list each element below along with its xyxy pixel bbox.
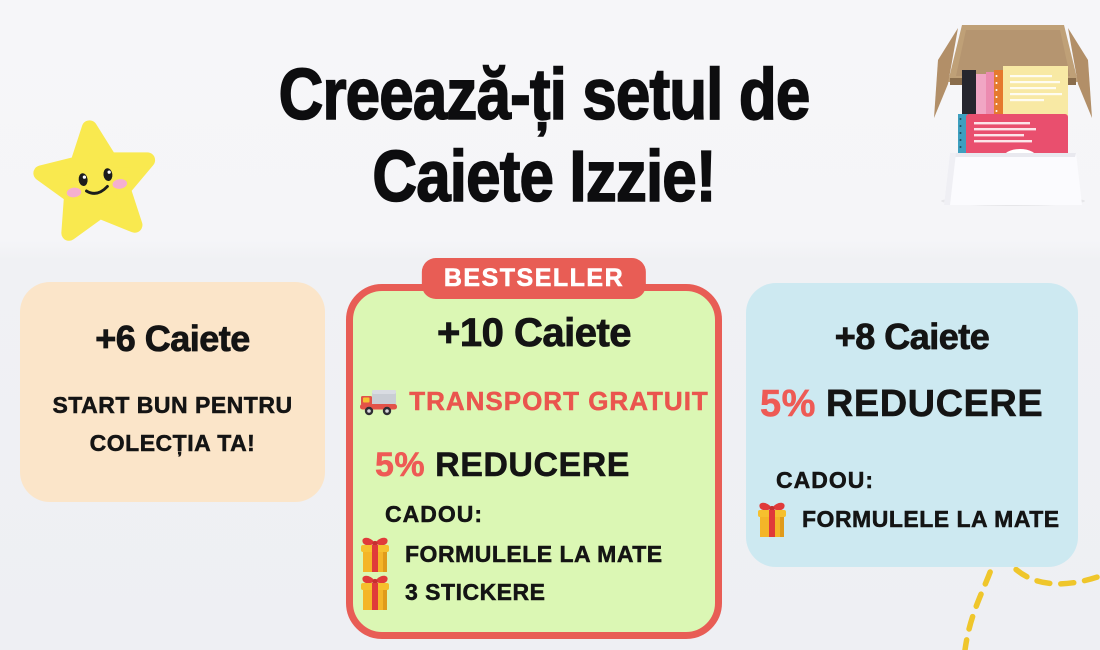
notebook-box-photo — [932, 22, 1094, 207]
gift-heading-10: CADOU: — [385, 501, 483, 528]
offer-title-8: +8 Caiete — [834, 316, 990, 358]
discount-row-8: 5% REDUCERE — [760, 383, 1043, 426]
free-shipping-label: TRANSPORT GRATUIT — [409, 386, 709, 417]
gift-item-label: FORMULELE LA MATE — [802, 505, 1060, 532]
gift-item-label: FORMULELE LA MATE — [405, 540, 663, 567]
offer-card-8-caiete: +8 Caiete 5% REDUCERE CADOU: FORMULELE LA… — [746, 283, 1078, 567]
delivery-truck-icon — [360, 389, 398, 415]
gift-item-row: FORMULELE LA MATE — [357, 534, 663, 574]
discount-value-8: 5% — [760, 383, 816, 426]
gift-item-row: 3 STICKERE — [357, 572, 545, 612]
gift-box-icon — [758, 502, 786, 537]
page-title-line1: Creează-ți setul de — [278, 54, 811, 136]
offer-subtitle-6: START BUN PENTRU COLECȚIA TA! — [20, 386, 325, 462]
gift-box-icon — [361, 537, 389, 572]
gift-heading-8: CADOU: — [776, 467, 874, 494]
offer-subtitle-6-line1: START BUN PENTRU — [52, 392, 293, 419]
discount-label-8: REDUCERE — [825, 383, 1044, 426]
gift-item-row: FORMULELE LA MATE — [754, 499, 1060, 539]
offer-card-6-caiete: +6 Caiete START BUN PENTRU COLECȚIA TA! — [20, 282, 325, 502]
offer-title-6: +6 Caiete — [95, 318, 251, 360]
discount-value-10: 5% — [375, 446, 426, 485]
offer-subtitle-6-line2: COLECȚIA TA! — [89, 430, 256, 457]
discount-label-10: REDUCERE — [435, 446, 630, 485]
page-title: Creează-ți setul de Caiete Izzie! — [76, 54, 1012, 218]
gift-box-icon — [361, 575, 389, 610]
gift-item-label: 3 STICKERE — [405, 578, 546, 605]
discount-row-10: 5% REDUCERE — [375, 446, 630, 485]
page-title-line2: Caiete Izzie! — [372, 136, 717, 218]
offer-card-10-caiete: BESTSELLER +10 Caiete TRANSPORT GRATUIT … — [346, 258, 722, 639]
smiling-star-icon — [26, 111, 166, 251]
free-shipping-row: TRANSPORT GRATUIT — [353, 386, 715, 417]
bestseller-badge: BESTSELLER — [421, 258, 647, 299]
offer-title-10: +10 Caiete — [436, 311, 632, 356]
